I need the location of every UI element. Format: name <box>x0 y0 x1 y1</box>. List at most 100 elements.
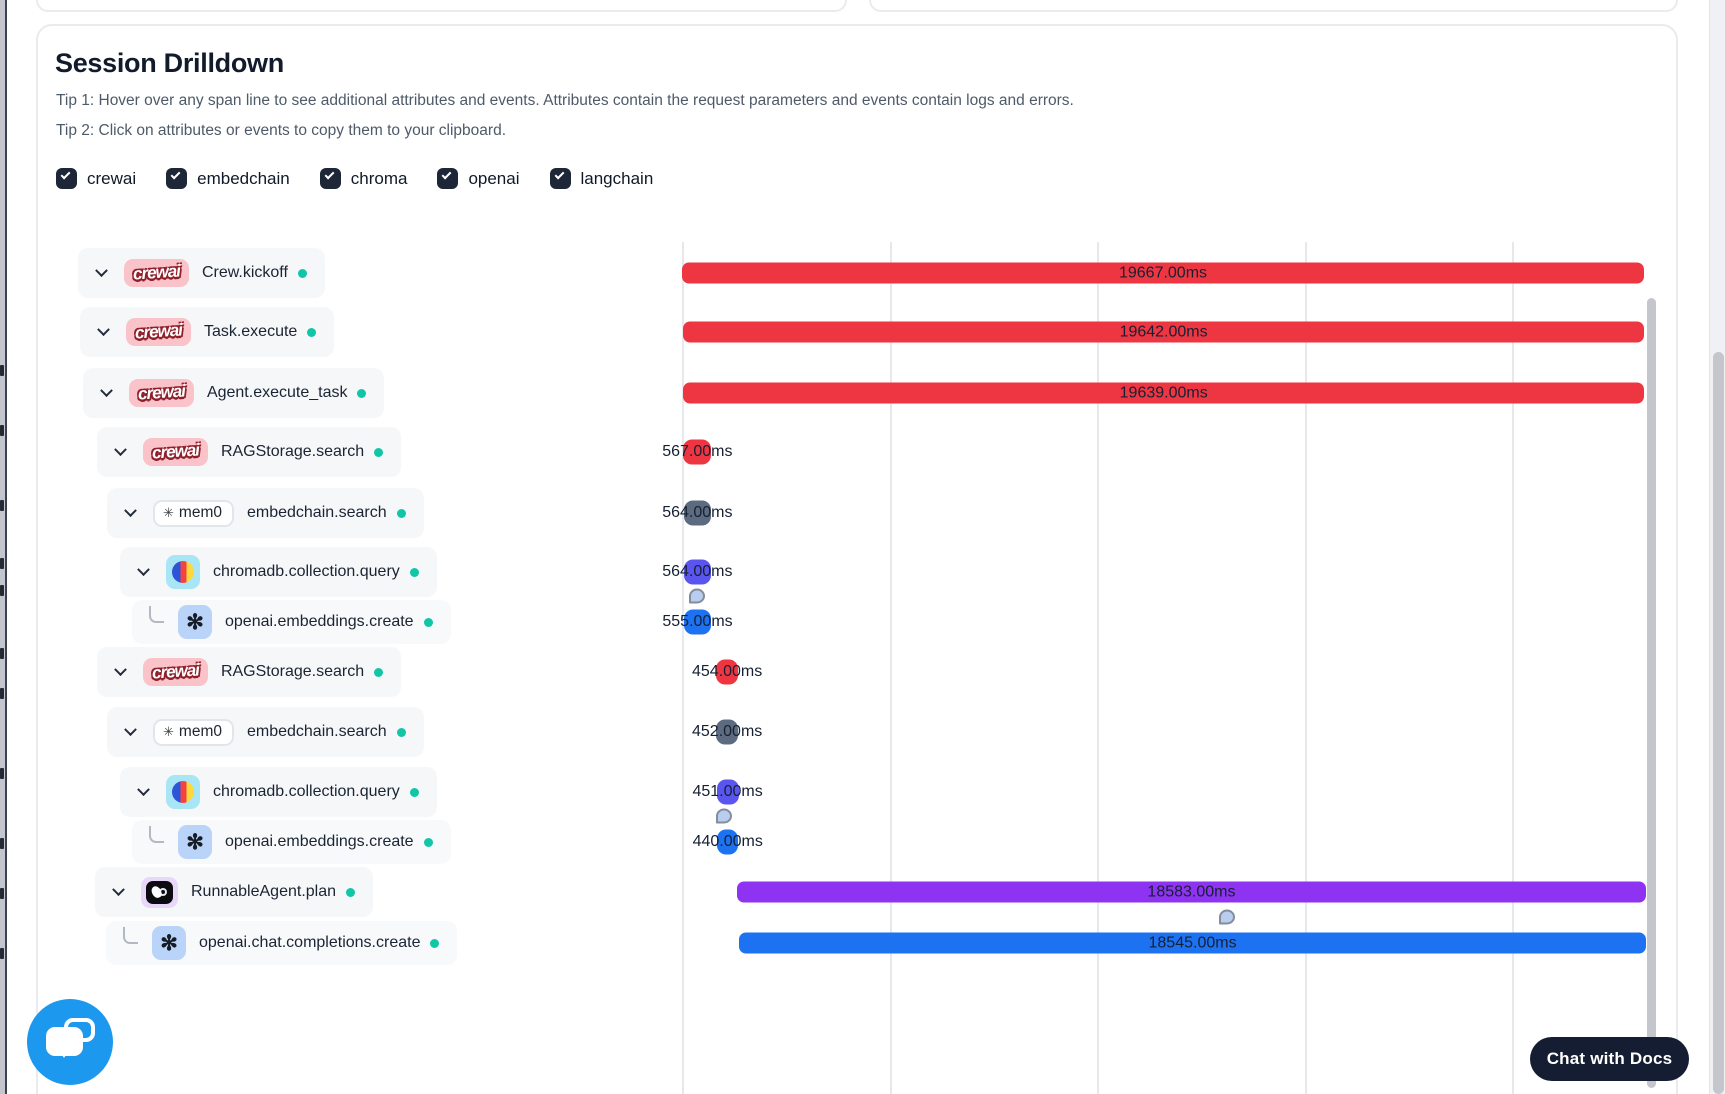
span-name: RunnableAgent.plan <box>191 883 337 900</box>
span-name: chromadb.collection.query <box>213 563 400 580</box>
span-duration-bar[interactable] <box>683 609 712 635</box>
checkbox-checked-icon[interactable] <box>437 168 459 189</box>
status-dot <box>374 667 384 677</box>
span-duration-bar[interactable] <box>683 500 712 526</box>
chevron-down-icon[interactable] <box>122 503 138 521</box>
checkbox-checked-icon[interactable] <box>56 168 77 189</box>
page-scrollbar-thumb[interactable] <box>1712 352 1724 1094</box>
span-name: RAGStorage.search <box>220 663 365 680</box>
status-dot <box>423 617 433 627</box>
framework-filters: crewai embedchain chroma openai langchai… <box>56 168 653 189</box>
span-tree-row[interactable]: crewai ✳mem0 ✻ RAGStorage.search <box>97 427 402 477</box>
span-tree-row[interactable]: crewai ✳mem0 ✻ RunnableAgent.plan <box>95 867 374 917</box>
span-duration-label: 454.00ms <box>691 663 763 680</box>
timeline-gridline <box>889 242 892 1094</box>
crewai-logo: crewai <box>143 658 208 686</box>
span-tree-row[interactable]: crewai ✳mem0 ✻ openai.chat.completions.c… <box>106 921 458 965</box>
chat-widget-button[interactable] <box>27 999 113 1085</box>
span-duration-label: 567.00ms <box>662 443 733 460</box>
span-duration-bar[interactable]: 18583.00ms <box>736 881 1646 903</box>
span-duration-label: 19642.00ms <box>1119 323 1208 340</box>
span-tree-row[interactable]: crewai ✳mem0 ✻ chromadb.collection.query <box>120 767 437 817</box>
timeline-gridline <box>1097 242 1099 1094</box>
checkbox-checked-icon[interactable] <box>166 168 188 189</box>
langchain-logo <box>141 876 178 908</box>
timeline-gridline <box>1512 242 1514 1094</box>
page-title: Session Drilldown <box>55 48 284 78</box>
span-duration-bar[interactable] <box>715 659 739 685</box>
page-edge-artifact <box>0 365 4 376</box>
framework-filter[interactable]: crewai <box>56 168 136 189</box>
crewai-logo: crewai <box>129 379 194 407</box>
span-duration-bar[interactable]: 19639.00ms <box>683 382 1644 404</box>
chevron-down-icon[interactable] <box>93 263 109 281</box>
page-scrollbar-track[interactable] <box>1709 0 1725 1094</box>
span-tree-row[interactable]: crewai ✳mem0 ✻ openai.embeddings.create <box>132 820 451 864</box>
chevron-down-icon[interactable] <box>112 442 128 460</box>
checkbox-checked-icon[interactable] <box>549 168 571 189</box>
span-duration-bar[interactable] <box>716 829 739 855</box>
span-tree-row[interactable]: crewai ✳mem0 ✻ Task.execute <box>80 307 335 357</box>
top-card-stub-left <box>36 0 847 12</box>
chat-with-docs-label: Chat with Docs <box>1546 1049 1673 1068</box>
span-name: Task.execute <box>203 323 298 340</box>
chat-with-docs-button[interactable]: Chat with Docs <box>1530 1037 1689 1081</box>
framework-filter[interactable]: embedchain <box>166 168 290 189</box>
span-duration-bar[interactable]: 19642.00ms <box>683 321 1644 343</box>
page-edge-artifact <box>0 648 4 659</box>
status-dot <box>396 508 406 518</box>
span-duration-bar[interactable] <box>716 719 739 745</box>
status-dot <box>357 388 367 398</box>
checkbox-checked-icon[interactable] <box>319 168 341 189</box>
crewai-logo: crewai <box>143 438 208 466</box>
span-duration-bar[interactable]: 18545.00ms <box>738 932 1647 954</box>
page-edge-artifact <box>0 768 4 779</box>
filter-label: chroma <box>350 168 408 188</box>
page-edge-artifact <box>0 558 4 569</box>
chevron-down-icon[interactable] <box>98 383 114 401</box>
chevron-down-icon[interactable] <box>135 562 151 580</box>
openai-logo: ✻ <box>178 825 212 859</box>
span-tree-row[interactable]: crewai ✳mem0 ✻ embedchain.search <box>107 488 424 538</box>
tree-leaf-connector-icon <box>149 605 164 623</box>
chart-vertical-scrollbar[interactable] <box>1647 298 1656 1088</box>
span-duration-bar[interactable] <box>716 779 739 805</box>
span-duration-label: 18583.00ms <box>1147 883 1236 900</box>
span-tree-row[interactable]: crewai ✳mem0 ✻ Crew.kickoff <box>78 248 325 298</box>
span-name: openai.embeddings.create <box>225 613 414 630</box>
span-tree-row[interactable]: crewai ✳mem0 ✻ openai.embeddings.create <box>132 600 451 644</box>
span-tree-row[interactable]: crewai ✳mem0 ✻ chromadb.collection.query <box>120 547 437 597</box>
span-tree-row[interactable]: crewai ✳mem0 ✻ RAGStorage.search <box>97 647 402 697</box>
openai-logo: ✻ <box>178 605 212 639</box>
chevron-down-icon[interactable] <box>122 722 138 740</box>
span-name: openai.chat.completions.create <box>199 934 421 951</box>
framework-filter[interactable]: openai <box>437 168 520 189</box>
chevron-down-icon[interactable] <box>112 662 128 680</box>
span-duration-label: 451.00ms <box>692 783 763 800</box>
mem0-logo: ✳ mem0 <box>153 499 234 527</box>
span-name: Agent.execute_task <box>206 384 348 401</box>
span-name: Crew.kickoff <box>201 264 288 281</box>
span-name: RAGStorage.search <box>220 443 365 460</box>
span-duration-bar[interactable] <box>683 439 712 465</box>
event-bubble-icon[interactable] <box>716 808 732 824</box>
framework-filter[interactable]: langchain <box>549 168 653 189</box>
chevron-down-icon[interactable] <box>95 322 111 340</box>
span-duration-label: 564.00ms <box>662 504 733 521</box>
event-bubble-icon[interactable] <box>1219 909 1235 925</box>
span-duration-bar[interactable] <box>683 559 712 585</box>
chevron-down-icon[interactable] <box>110 882 126 900</box>
span-tree-row[interactable]: crewai ✳mem0 ✻ embedchain.search <box>107 707 424 757</box>
status-dot <box>409 567 419 577</box>
framework-filter[interactable]: chroma <box>319 168 408 189</box>
underlying-page-edge <box>0 0 7 1094</box>
chroma-logo <box>166 555 200 589</box>
event-bubble-icon[interactable] <box>689 588 705 604</box>
span-tree-row[interactable]: crewai ✳mem0 ✻ Agent.execute_task <box>83 368 385 418</box>
chevron-down-icon[interactable] <box>135 782 151 800</box>
span-duration-bar[interactable]: 19667.00ms <box>682 262 1644 284</box>
status-dot <box>374 447 384 457</box>
page-edge-artifact <box>0 948 4 959</box>
span-duration-label: 440.00ms <box>692 833 763 850</box>
